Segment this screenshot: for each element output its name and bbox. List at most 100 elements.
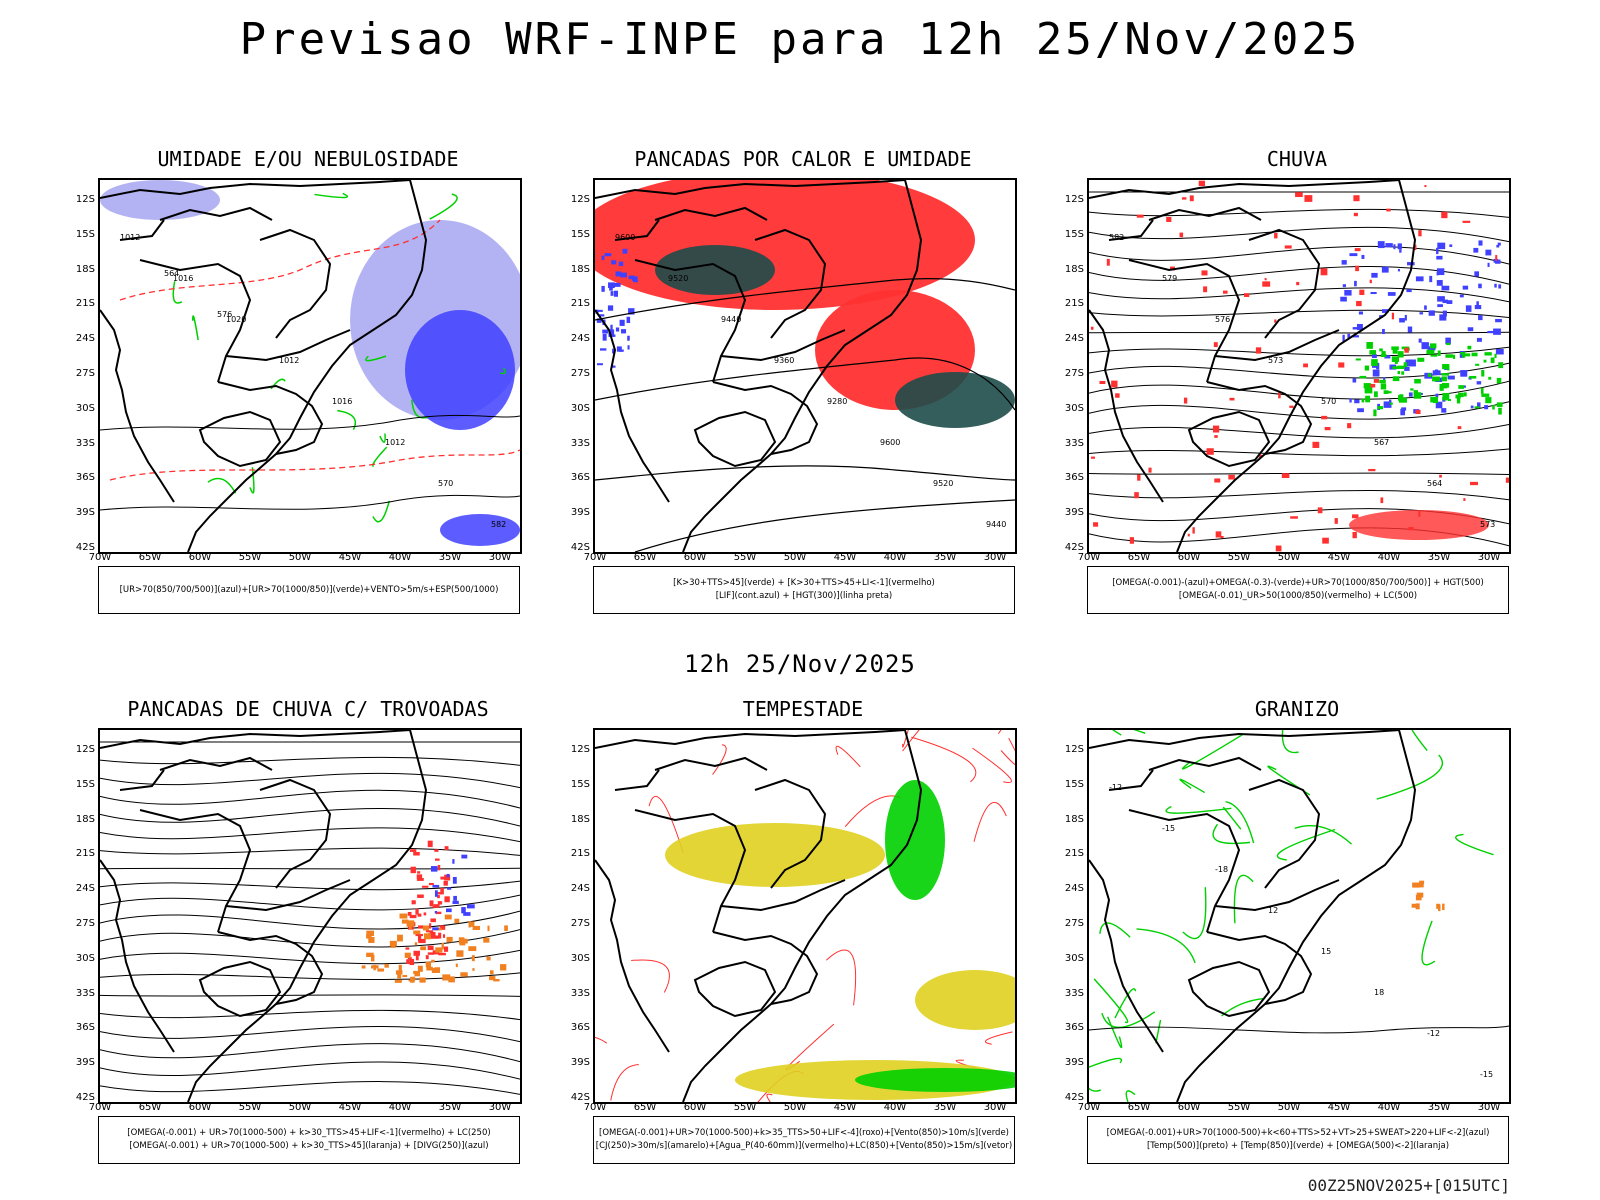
thunderstorm-orange-field [469,921,475,927]
omega-blue-field [1408,392,1413,397]
lifted-index-contour [610,324,613,331]
omega-blue-field [1397,243,1402,250]
latitude-tick-label: 33S [75,987,95,999]
precipitable-water-contour [631,959,670,993]
height-contour [595,465,1015,481]
coastline [198,960,282,1018]
thunderstorm-red-field [440,887,444,895]
thunderstorm-red-field [438,932,442,939]
temp850-contour [1101,1011,1156,1028]
humidity-low-contour [372,500,390,523]
omega-orange-field [1416,892,1424,898]
omega-blue-field [1387,292,1396,296]
thunderstorm-orange-field [402,975,408,978]
height-contour [1089,331,1509,334]
legend-line: [OMEGA(-0.01)_UR>50(1000/850)(vermelho) … [1178,591,1418,601]
lifted-index-contour [628,308,635,315]
coastline [720,879,846,912]
rain-red-field [1179,232,1184,238]
humidity-low-contour [249,467,255,494]
omega-blue-field [1436,268,1445,276]
rain-red-field [1462,220,1471,223]
omega-green-field [1392,366,1400,370]
omega-blue-field [1372,364,1378,368]
latitude-tick-label: 15S [75,228,95,240]
longitude-tick-label: 55W [733,552,757,563]
lifted-index-contour [611,260,617,265]
rain-red-field [1166,216,1172,222]
rain-red-field [1281,473,1290,479]
thunderstorm-red-field [407,957,412,960]
longitude-tick-label: 60W [683,552,707,563]
omega-green-field [1374,391,1378,398]
omega-blue-field [1473,247,1479,253]
omega-green-field [1363,383,1371,389]
weather-map [98,728,522,1104]
precipitable-water-contour [902,730,920,752]
omega-blue-field [1445,337,1451,345]
omega-blue-field [1342,334,1345,342]
omega-blue-field [1494,283,1497,288]
omega-blue-field [1436,255,1443,260]
omega-green-field [1403,362,1408,368]
temp850-contour [1455,833,1494,856]
latitude-tick-label: 21S [1064,848,1084,860]
thunderstorm-red-field [415,954,419,961]
rain-red-field [1304,195,1313,202]
precipitable-water-contour [972,747,1012,784]
omega-blue-field [1356,323,1363,331]
height-contour [1089,287,1509,303]
thunderstorm-orange-field [455,963,458,968]
wind-green-field [885,780,945,900]
rain-red-field [1352,514,1359,519]
rain-red-field [1368,468,1376,472]
height-contour [1089,309,1509,318]
jet-yellow-field [665,823,885,887]
legend-box: [OMEGA(-0.001)+UR>70(1000-500)+k<60+TTS>… [1087,1116,1509,1164]
omega-green-field [1383,390,1389,394]
humidity-low-contour [499,367,506,375]
temp850-contour [1233,874,1254,924]
omega-blue-field [1476,301,1479,307]
lifted-index-contour [622,248,628,254]
longitude-tick-label: 55W [733,1102,757,1113]
lifted-index-contour [621,329,627,334]
coastline [1206,381,1313,455]
rain-red-field [1470,481,1478,486]
omega-green-field [1369,350,1377,355]
precipitable-water-contour [610,1064,639,1101]
thunderstorm-orange-field [493,978,500,982]
contour-label: 582 [491,520,506,529]
lifted-index-contour [600,348,607,351]
latitude-tick-label: 39S [1064,1057,1084,1069]
thunderstorm-orange-field [444,914,452,920]
sub-title: 12h 25/Nov/2025 [684,650,916,678]
legend-box: [K>30+TTS>45](verde) + [K>30+TTS>45+LI<-… [593,566,1015,614]
rain-red-field [1289,405,1294,408]
longitude-tick-label: 35W [1427,552,1451,563]
omega-blue-field [1388,399,1392,402]
thunderstorm-orange-field [401,919,409,924]
omega-blue-field [1487,330,1495,334]
omega-green-field [1441,383,1450,388]
omega-blue-field [1349,253,1358,257]
thunderstorm-red-field [427,952,435,955]
rain-red-field [1189,195,1194,202]
latitude-tick-label: 18S [75,263,95,275]
omega-green-field [1377,406,1384,410]
omega-blue-field [1429,275,1433,283]
latitude-tick-label: 15S [1064,228,1084,240]
panel-title: GRANIZO [1254,697,1340,721]
streamline [100,1025,520,1043]
latitude-tick-label: 27S [1064,918,1084,929]
latitude-tick-label: 42S [75,1092,95,1103]
humidity-high-field [440,514,520,546]
rain-red-field [1228,474,1235,480]
divergence-blue-field [434,890,438,897]
temp500-contour [1089,1025,1509,1034]
rain-red-field [1278,391,1281,399]
thunderstorm-orange-field [458,937,465,944]
thunderstorm-red-field [413,950,420,956]
lifted-index-contour [613,290,618,297]
temp850-contour [1223,806,1242,830]
